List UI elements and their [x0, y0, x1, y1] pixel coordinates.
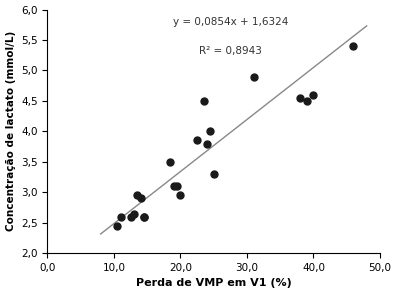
- Point: [204, 141, 210, 146]
- Point: [127, 214, 134, 219]
- Point: [207, 129, 214, 134]
- Point: [141, 214, 147, 219]
- Point: [137, 196, 144, 201]
- Point: [177, 193, 184, 198]
- Y-axis label: Concentração de lactato (mmol/L): Concentração de lactato (mmol/L): [6, 31, 15, 231]
- Point: [118, 214, 124, 219]
- X-axis label: Perda de VMP em V1 (%): Perda de VMP em V1 (%): [136, 278, 291, 288]
- Point: [297, 96, 303, 100]
- Point: [251, 74, 257, 79]
- Point: [304, 98, 310, 103]
- Point: [141, 214, 147, 219]
- Text: R² = 0,8943: R² = 0,8943: [199, 46, 262, 56]
- Point: [200, 98, 207, 103]
- Point: [134, 193, 141, 198]
- Point: [194, 138, 200, 143]
- Point: [350, 44, 357, 49]
- Point: [131, 211, 137, 216]
- Point: [310, 93, 317, 97]
- Point: [174, 184, 180, 188]
- Point: [210, 172, 217, 176]
- Point: [167, 159, 173, 164]
- Point: [171, 184, 177, 188]
- Point: [114, 223, 120, 228]
- Text: y = 0,0854x + 1,6324: y = 0,0854x + 1,6324: [173, 17, 288, 27]
